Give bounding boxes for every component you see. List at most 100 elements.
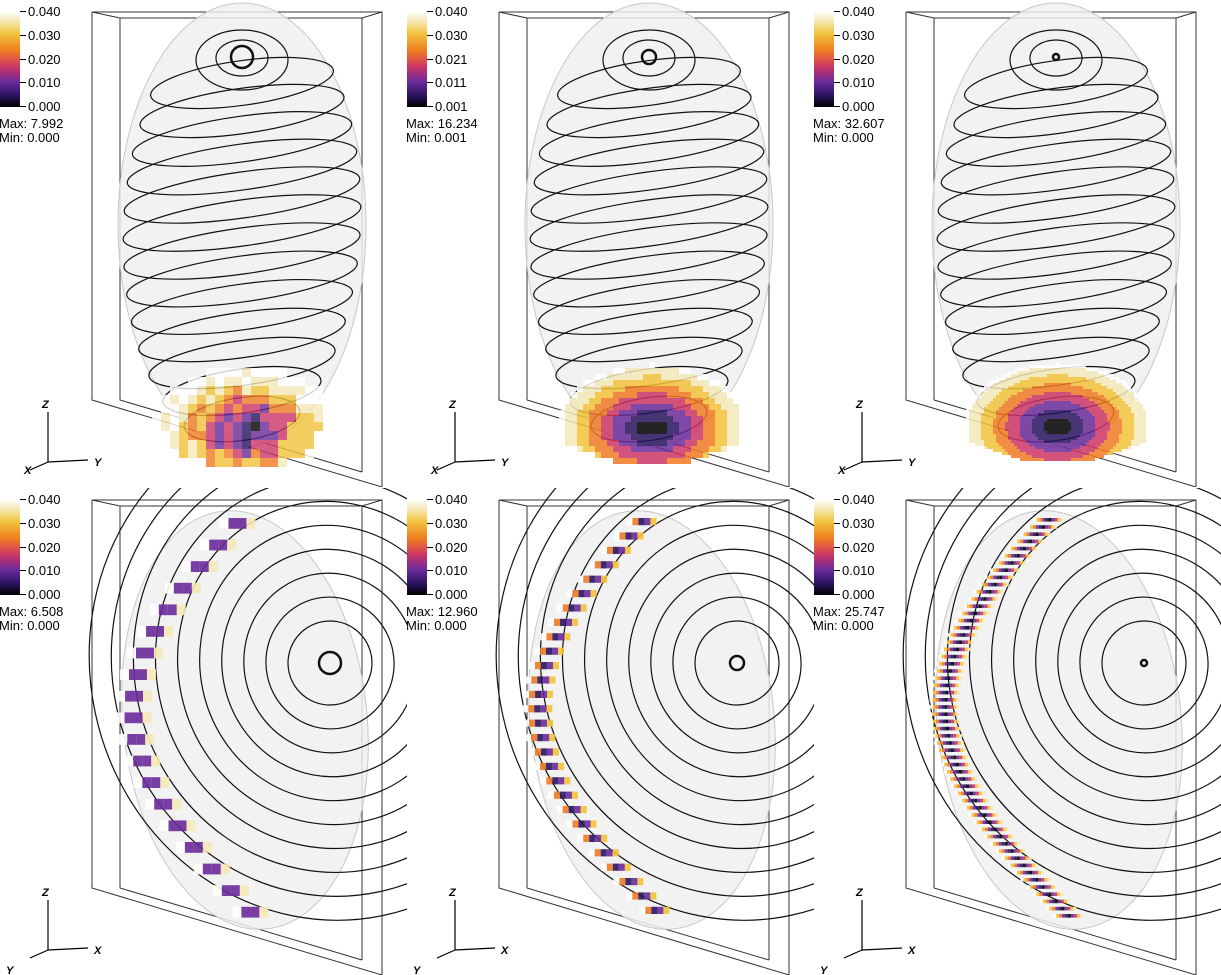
colorbar-tick [20,523,26,524]
max-value: 12.960 [437,604,478,619]
colorbar-tick [20,11,26,12]
axis-triad [436,900,496,959]
field-patch [559,362,739,464]
colorbar-tick-label: 0.030 [435,28,468,43]
colorbar-tick [427,106,433,107]
colorbar-tick [427,499,433,500]
colorbar-tick [20,547,26,548]
simulation-panel-2: Z X Y 0.040 0.030 0.021 0.011 0.001 Max: 16.234 … [407,0,814,487]
colorbar-tick [834,59,840,60]
colorbar-gradient [0,11,20,107]
colorbar-tick-label: 0.030 [28,28,61,43]
colorbar-tick-label: 0.000 [842,587,875,602]
colorbar-tick-label: 0.000 [842,99,875,114]
colorbar-tick [427,594,433,595]
colorbar-tick-label: 0.010 [28,563,61,578]
colorbar: 0.040 0.030 0.021 0.011 0.001 Max: 16.234 Min… [407,5,486,145]
colorbar-tick [834,570,840,571]
colorbar-gradient [0,499,20,595]
colorbar-tick-label: 0.040 [28,4,61,19]
ellipsoid-scene: Z X Y [23,2,383,487]
axis-label-right: X [93,945,102,957]
colorbar-tick [427,11,433,12]
simulation-panel-1: Z X Y 0.040 0.030 0.020 0.010 0.000 Max: 7.992 M… [0,0,407,487]
contour-lines [902,488,1221,921]
ellipsoid-scene: Z X Y [430,2,790,487]
min-value: 0.000 [27,618,60,633]
field-patch [966,362,1146,461]
axis-label-z: Z [448,887,457,899]
colorbar-tick [20,594,26,595]
colorbar-gradient [407,499,427,595]
range-stats: Max: 32.607 Min: 0.000 [814,117,885,145]
max-value: 32.607 [844,116,885,131]
colorbar: 0.040 0.030 0.020 0.010 0.000 Max: 7.992 Min:… [0,5,79,145]
colorbar-tick [427,523,433,524]
colorbar-tick-label: 0.010 [435,563,468,578]
min-value: 0.001 [434,130,467,145]
axis-label-z: Z [855,399,864,411]
max-label: Max: [814,116,842,131]
axis-label-right: Y [908,457,917,469]
field-patch [929,518,1083,918]
colorbar: 0.040 0.030 0.020 0.010 0.000 Max: 6.508 Min:… [0,493,79,633]
colorbar-tick-label: 0.040 [435,492,468,507]
max-value: 16.234 [437,116,478,131]
colorbar-tick-label: 0.030 [435,516,468,531]
colorbar-tick-label: 0.040 [28,492,61,507]
max-label: Max: [407,604,435,619]
contour-lines [122,29,362,443]
axis-label-right: X [907,945,916,957]
axis-triad [29,900,89,959]
max-value: 25.747 [844,604,885,619]
axis-label-left: X [430,465,439,477]
colorbar-tick-label: 0.030 [842,516,875,531]
colorbar-tick-label: 0.020 [842,52,875,67]
axis-label-right: Y [94,457,103,469]
max-label: Max: [0,116,28,131]
axis-label-left: X [23,465,32,477]
colorbar-tick-label: 0.000 [28,587,61,602]
min-label: Min: [814,618,838,633]
ellipsoid-scene: Z Y X [413,488,814,975]
colorbar-tick-label: 0.000 [435,587,468,602]
axis-label-z: Z [855,887,864,899]
simulation-panel-4: Z Y X 0.040 0.030 0.020 0.010 0.000 Max: 6.508 M… [0,488,407,975]
colorbar-tick [427,82,433,83]
colorbar-tick [427,570,433,571]
contour-lines [88,488,407,921]
min-label: Min: [814,130,838,145]
axis-triad [29,412,89,471]
max-value: 7.992 [30,116,64,131]
colorbar-tick-label: 0.020 [842,540,875,555]
colorbar-tick-label: 0.001 [435,99,468,114]
axis-label-z: Z [41,399,50,411]
min-label: Min: [407,618,431,633]
colorbar-tick [834,594,840,595]
colorbar: 0.040 0.030 0.020 0.010 0.000 Max: 32.607 Min… [814,5,893,145]
max-value: 6.508 [30,604,64,619]
max-label: Max: [407,116,435,131]
simulation-panel-6: Z Y X 0.040 0.030 0.020 0.010 0.000 Max: 25.747 … [814,488,1221,975]
min-value: 0.000 [27,130,60,145]
colorbar-tick [427,59,433,60]
colorbar-tick-label: 0.020 [435,540,468,555]
colorbar-tick-label: 0.010 [842,75,875,90]
range-stats: Max: 6.508 Min: 0.000 [0,605,63,633]
axis-label-right: X [500,945,509,957]
min-value: 0.000 [841,130,874,145]
min-label: Min: [0,130,24,145]
field-patch [115,518,269,918]
colorbar-tick-label: 0.000 [28,99,61,114]
ellipsoid-scene: Z Y X [820,488,1221,975]
axis-label-left: X [837,465,846,477]
colorbar-gradient [814,11,834,107]
ellipsoid-scene: Z Y X [6,488,407,975]
colorbar-tick-label: 0.020 [28,540,61,555]
min-value: 0.000 [841,618,874,633]
colorbar-tick-label: 0.011 [435,75,467,90]
simulation-panel-3: Z X Y 0.040 0.030 0.020 0.010 0.000 Max: 32.607 … [814,0,1221,487]
colorbar-tick-label: 0.010 [842,563,875,578]
axis-label-left: Y [413,965,422,975]
range-stats: Max: 25.747 Min: 0.000 [814,605,885,633]
